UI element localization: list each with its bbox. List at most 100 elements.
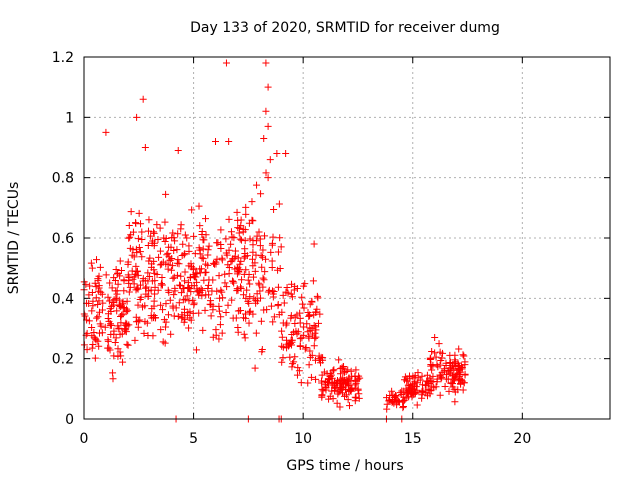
data-point <box>245 299 253 307</box>
data-point <box>150 228 158 236</box>
data-point <box>216 321 224 329</box>
data-point <box>269 293 277 301</box>
data-point <box>144 269 152 277</box>
data-point <box>96 320 104 328</box>
data-point <box>245 308 253 316</box>
data-point <box>256 235 264 243</box>
data-point <box>283 319 291 327</box>
data-point <box>233 270 241 278</box>
data-point <box>156 247 164 255</box>
data-point <box>336 403 344 411</box>
data-point <box>198 292 206 300</box>
data-point <box>436 361 444 369</box>
data-point <box>94 337 102 345</box>
data-point <box>296 343 304 351</box>
data-point <box>184 279 192 287</box>
data-point <box>135 209 143 217</box>
data-point <box>153 271 161 279</box>
data-point <box>228 296 236 304</box>
data-point <box>225 264 233 272</box>
data-point <box>296 319 304 327</box>
data-point <box>94 287 102 295</box>
data-point <box>282 150 290 158</box>
data-point <box>245 271 253 279</box>
data-point <box>305 361 313 369</box>
y-tick-label: 0.6 <box>52 231 74 247</box>
data-point <box>455 362 463 370</box>
data-point <box>146 254 154 262</box>
data-point <box>262 255 270 263</box>
data-point <box>461 358 469 366</box>
data-point <box>124 341 132 349</box>
data-point <box>342 391 350 399</box>
data-point <box>136 296 144 304</box>
data-point <box>202 231 210 239</box>
data-point <box>388 387 396 395</box>
data-point <box>145 216 153 224</box>
data-point <box>263 306 271 314</box>
data-point <box>177 272 185 280</box>
data-point <box>95 282 103 290</box>
axis-ticks: 0 5 10 15 20 0 0.2 0.4 0.6 0.8 1 1.2 <box>52 50 610 447</box>
data-point <box>248 216 256 224</box>
data-point <box>313 305 321 313</box>
data-point <box>199 255 207 263</box>
data-point <box>318 379 326 387</box>
data-point <box>162 323 170 331</box>
data-point <box>351 373 359 381</box>
data-point <box>245 319 253 327</box>
data-point <box>230 279 238 287</box>
data-point <box>134 271 142 279</box>
data-point <box>311 356 319 364</box>
data-point <box>309 331 317 339</box>
data-point <box>261 268 269 276</box>
data-point <box>217 244 225 252</box>
data-point <box>335 388 343 396</box>
data-point <box>151 283 159 291</box>
data-point <box>217 286 225 294</box>
data-point <box>202 215 210 223</box>
data-point <box>171 284 179 292</box>
data-point <box>83 346 91 354</box>
data-point <box>315 319 323 327</box>
data-point <box>126 233 134 241</box>
data-point <box>112 334 120 342</box>
data-point <box>212 258 220 266</box>
data-point <box>120 303 128 311</box>
data-point <box>347 377 355 385</box>
data-point <box>164 311 172 319</box>
data-point <box>104 293 112 301</box>
data-point <box>344 396 352 404</box>
y-axis-label: SRMTID / TECUs <box>6 182 22 295</box>
data-point <box>166 256 174 264</box>
data-point <box>411 390 419 398</box>
data-point <box>432 353 440 361</box>
data-point <box>175 260 183 268</box>
data-point <box>274 266 282 274</box>
data-point <box>91 279 99 287</box>
data-point <box>195 309 203 317</box>
data-point <box>112 265 120 273</box>
data-point <box>396 389 404 397</box>
data-point <box>444 367 452 375</box>
data-point <box>303 320 311 328</box>
data-point <box>190 299 198 307</box>
data-point <box>115 324 123 332</box>
data-point <box>202 268 210 276</box>
y-tick-label: 1 <box>65 110 74 126</box>
data-point <box>158 274 166 282</box>
data-point <box>264 122 272 130</box>
data-point <box>138 236 146 244</box>
data-point <box>267 248 275 256</box>
data-point <box>170 273 178 281</box>
data-point <box>255 228 263 236</box>
data-point <box>160 234 168 242</box>
data-point <box>133 284 141 292</box>
data-point <box>132 313 140 321</box>
data-point <box>150 297 158 305</box>
data-point <box>174 313 182 321</box>
data-point <box>246 293 254 301</box>
data-point <box>142 283 150 291</box>
data-point <box>171 237 179 245</box>
data-point <box>423 392 431 400</box>
